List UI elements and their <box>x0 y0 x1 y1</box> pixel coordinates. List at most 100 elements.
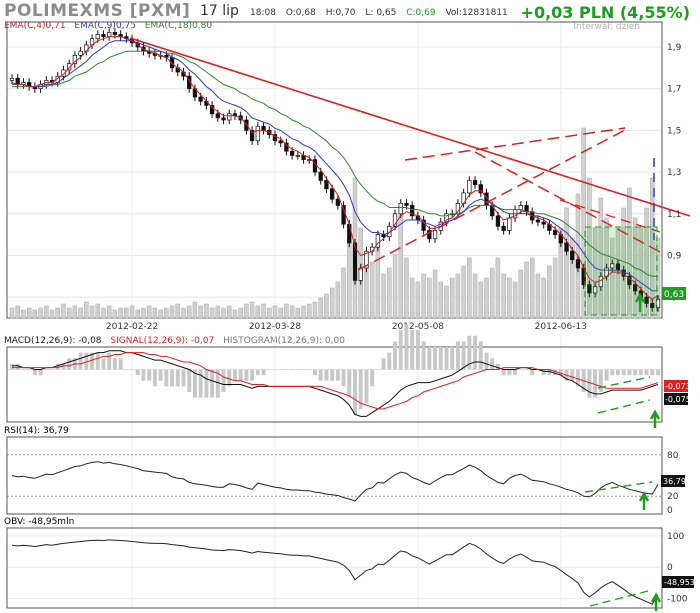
candle-body <box>112 32 118 35</box>
macd-histogram-bar <box>644 369 649 376</box>
chart-header: POLIMEXMS [PXM] 17 lip 18:08 O:0,68 H:0,… <box>0 0 700 32</box>
volume-bar <box>192 301 198 319</box>
macd-histogram-bar <box>192 369 197 398</box>
volume-bar <box>169 305 175 319</box>
macd-histogram-bar <box>158 369 163 381</box>
candle-body <box>472 180 478 185</box>
volume-bar <box>598 197 604 319</box>
candle-body <box>501 225 506 231</box>
volume-bar <box>387 267 392 319</box>
volume-bar <box>38 307 43 319</box>
macd-histogram-bar <box>55 363 60 370</box>
macd-histogram-bar <box>638 369 643 376</box>
volume-bar <box>329 287 335 319</box>
volume-bar <box>592 227 598 319</box>
candle-body <box>564 242 569 252</box>
volume-bar <box>78 307 83 319</box>
volume-bar <box>484 277 489 319</box>
volume-bar <box>587 177 592 319</box>
macd-histogram-bar <box>295 369 300 370</box>
price-tick-label: 0,9 <box>667 251 682 261</box>
price-pane <box>9 28 691 319</box>
macd-histogram-bar <box>421 341 426 370</box>
volume-bar <box>112 309 118 319</box>
candle-body <box>9 77 15 81</box>
candle-body <box>295 155 300 157</box>
volume-bar <box>501 273 506 319</box>
volume-bar <box>552 257 558 319</box>
macd-histogram-bar <box>198 369 203 398</box>
volume-bar <box>638 227 644 319</box>
volume-bar <box>495 257 501 319</box>
macd-histogram-bar <box>387 352 392 370</box>
rsi-pane-frame <box>6 436 663 515</box>
macd-histogram-bar <box>101 358 106 370</box>
volume-bar <box>535 273 541 319</box>
candle-body <box>67 63 72 71</box>
macd-histogram-bar <box>438 347 443 370</box>
macd-histogram-bar <box>478 341 483 370</box>
volume-bar <box>341 267 346 319</box>
volume-bar <box>26 307 32 319</box>
macd-histogram-bar <box>495 363 500 370</box>
candle-body <box>467 180 472 194</box>
volume-bar <box>198 305 203 319</box>
volume-bar <box>369 261 375 319</box>
candle-body <box>392 213 398 227</box>
candle-body <box>244 119 249 131</box>
price-tick-label: 1,3 <box>667 168 681 178</box>
macd-histogram-bar <box>610 369 615 376</box>
volume-bar <box>335 281 341 319</box>
candle-body <box>478 184 483 194</box>
candle-body <box>61 69 66 77</box>
volume-value: Vol:12831811 <box>445 8 508 18</box>
candle-body <box>324 180 329 190</box>
macd-histogram-bar <box>455 341 460 370</box>
volume-bar <box>209 307 215 319</box>
rsi-line <box>11 461 659 502</box>
rsi-value-label: 36,79 <box>663 477 686 486</box>
macd-histogram-bar <box>541 369 546 376</box>
ticker-title: POLIMEXMS [PXM] <box>4 1 191 21</box>
macd-histogram-bar <box>398 330 403 370</box>
macd-histogram-bar <box>215 369 220 398</box>
obv-legend: OBV: -48,95mln <box>4 517 75 527</box>
macd-histogram-bar <box>61 363 66 370</box>
volume-bar <box>627 187 632 319</box>
volume-bar <box>655 237 661 319</box>
candle-body <box>610 263 615 269</box>
macd-histogram-bar <box>598 369 603 392</box>
macd-histogram-bar <box>261 369 266 376</box>
volume-bar <box>644 207 649 319</box>
macd-histogram-bar <box>267 369 272 370</box>
volume-bar <box>49 309 55 319</box>
ema9-legend: EMA(C,9)0,75 <box>74 21 136 31</box>
volume-bar <box>261 303 266 319</box>
candle-body <box>404 203 409 206</box>
candle-body <box>261 125 266 131</box>
candle-body <box>312 159 318 173</box>
volume-bar <box>232 309 238 319</box>
macd-histogram-bar <box>84 352 89 370</box>
macd-histogram-bar <box>78 352 83 370</box>
macd-histogram-bar <box>461 341 466 370</box>
volume-bar <box>32 309 38 319</box>
macd-support-line <box>597 399 651 414</box>
macd-histogram-bar <box>433 347 438 370</box>
macd-histogram-bar <box>227 369 232 387</box>
volume-bar <box>318 297 323 319</box>
volume-bar <box>101 307 106 319</box>
macd-histogram-bar <box>381 358 386 370</box>
macd-histogram-bar <box>250 369 255 381</box>
volume-bar <box>570 237 575 319</box>
macd-histogram-bar <box>284 369 289 370</box>
candle-body <box>329 188 335 200</box>
macd-histogram-bar <box>301 369 306 370</box>
volume-bar <box>267 307 272 319</box>
date-tick-label: 2012-03-28 <box>249 322 302 332</box>
macd-histogram-bar <box>467 335 472 370</box>
candle-body <box>198 96 203 102</box>
candle-body <box>410 205 415 217</box>
volume-bar <box>381 273 386 319</box>
macd-histogram-bar <box>530 369 535 376</box>
